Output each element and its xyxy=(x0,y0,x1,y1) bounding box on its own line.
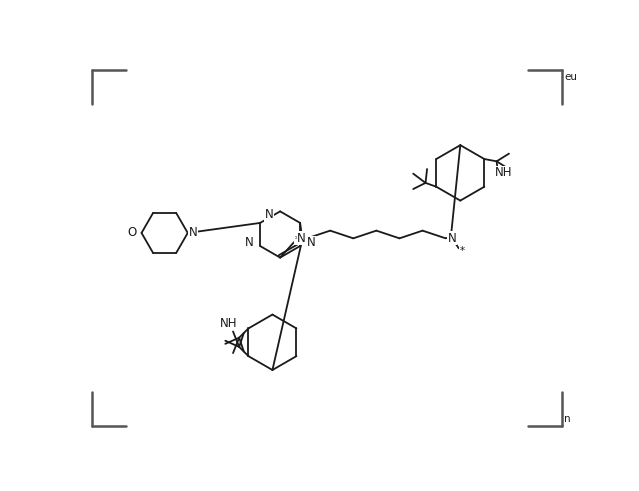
Text: O: O xyxy=(128,226,137,240)
Text: n: n xyxy=(564,414,571,424)
Text: N: N xyxy=(447,232,456,245)
Text: NH: NH xyxy=(495,166,512,179)
Text: N: N xyxy=(189,226,197,240)
Text: N: N xyxy=(307,237,316,249)
Text: N: N xyxy=(265,208,273,221)
Text: *: * xyxy=(295,235,300,245)
Text: *: * xyxy=(459,246,465,256)
Text: eu: eu xyxy=(564,72,577,82)
Text: NH: NH xyxy=(220,317,238,329)
Text: N: N xyxy=(245,237,253,249)
Text: N: N xyxy=(297,232,306,245)
